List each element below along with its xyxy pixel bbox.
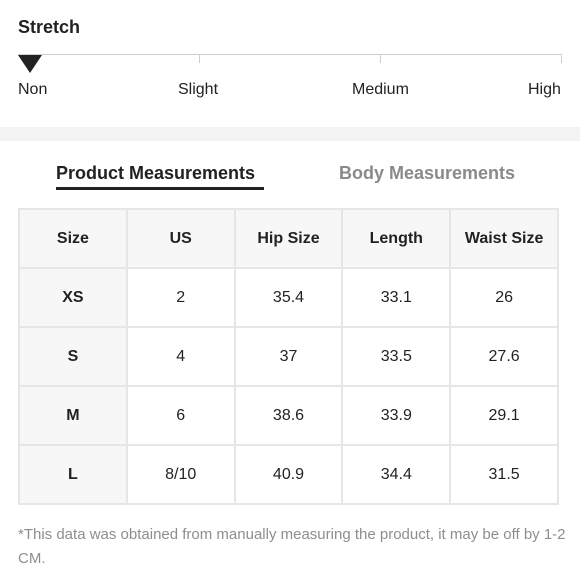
table-cell: 38.6 [233,385,344,446]
stretch-tick [199,54,200,63]
column-header: Length [341,208,452,269]
tab-body-measurements[interactable]: Body Measurements [339,163,516,183]
table-cell: 6 [125,385,236,446]
stretch-level-high: High [528,81,561,98]
table-cell: 27.6 [449,326,559,387]
table-cell: 26 [449,267,559,328]
size-chart-table: Size US Hip Size Length Waist Size XS 2 … [18,208,559,505]
stretch-title: Stretch [18,17,81,37]
table-cell: 34.4 [341,444,452,505]
stretch-scale-line [18,54,562,55]
active-tab-underline [56,187,264,190]
size-cell: M [18,385,128,446]
table-header-row: Size US Hip Size Length Waist Size [18,208,559,269]
table-cell: 40.9 [233,444,344,505]
table-cell: 37 [233,326,344,387]
table-cell: 8/10 [125,444,236,505]
table-row: S 4 37 33.5 27.6 [18,326,559,387]
section-divider [0,127,580,141]
stretch-marker-icon [18,55,42,73]
column-header: Waist Size [449,208,559,269]
stretch-section: Stretch Non Slight Medium High [0,0,580,127]
table-cell: 31.5 [449,444,559,505]
column-header: Size [18,208,128,269]
table-row: L 8/10 40.9 34.4 31.5 [18,444,559,505]
table-row: M 6 38.6 33.9 29.1 [18,385,559,446]
table-cell: 33.9 [341,385,452,446]
stretch-level-non: Non [18,81,48,98]
table-cell: 2 [125,267,236,328]
column-header: US [125,208,236,269]
stretch-level-slight: Slight [178,81,219,98]
size-cell: L [18,444,128,505]
table-cell: 33.1 [341,267,452,328]
table-cell: 35.4 [233,267,344,328]
stretch-level-medium: Medium [352,81,409,98]
table-cell: 33.5 [341,326,452,387]
stretch-tick [561,54,562,63]
stretch-tick [380,54,381,63]
table-row: XS 2 35.4 33.1 26 [18,267,559,328]
column-header: Hip Size [233,208,344,269]
measurement-disclaimer: *This data was obtained from manually me… [18,526,566,567]
table-cell: 29.1 [449,385,559,446]
size-cell: S [18,326,128,387]
table-cell: 4 [125,326,236,387]
tab-product-measurements[interactable]: Product Measurements [56,163,256,183]
measurement-tabs: Product Measurements Body Measurements [0,141,580,201]
size-cell: XS [18,267,128,328]
